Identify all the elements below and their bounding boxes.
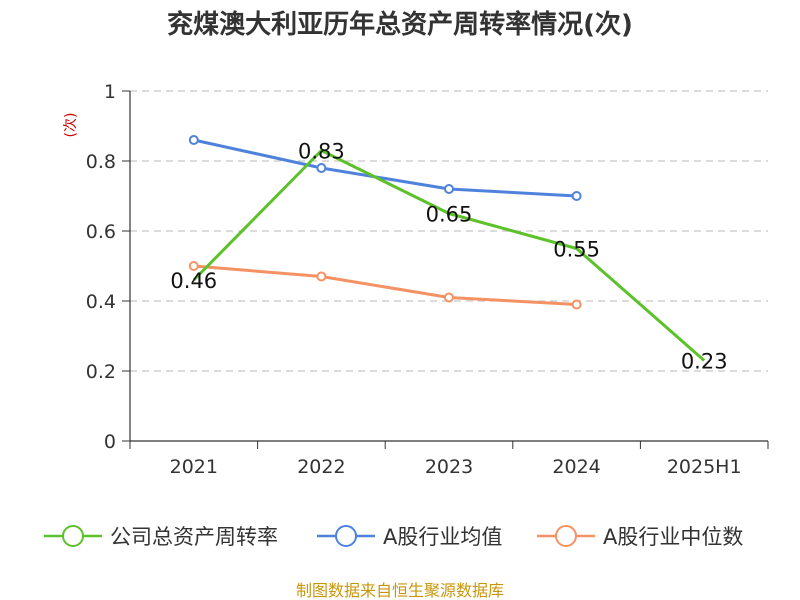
grid xyxy=(130,90,768,372)
chart-title: 兖煤澳大利亚历年总资产周转率情况(次) xyxy=(167,9,633,40)
series-1 xyxy=(188,135,582,201)
x-tick-label: 2025H1 xyxy=(667,456,742,478)
y-tick-label: 0 xyxy=(104,431,116,453)
series-0 xyxy=(192,149,706,362)
data-label: 0.55 xyxy=(553,238,600,262)
series-line xyxy=(193,138,577,198)
series-line xyxy=(193,264,577,306)
data-point xyxy=(188,135,199,145)
y-tick-label: 0.2 xyxy=(86,361,116,383)
data-point xyxy=(571,299,582,310)
legend-marker xyxy=(62,525,84,547)
legend-item: 公司总资产周转率 xyxy=(44,525,278,549)
source-note: 制图数据来自恒生聚源数据库 xyxy=(296,581,504,600)
y-tick-label: 1 xyxy=(104,81,116,103)
data-point xyxy=(316,163,327,173)
y-tick-label: 0.4 xyxy=(86,291,116,313)
axes: 0 0.2 0.4 0.6 0.8 1 2021 2022 2023 2024 2025H1 xyxy=(86,81,769,478)
x-tick-label: 2023 xyxy=(425,456,473,478)
legend-item: A股行业中位数 xyxy=(537,525,743,549)
x-tick-label: 2021 xyxy=(170,456,218,478)
data-label: 0.83 xyxy=(298,140,345,164)
series-2 xyxy=(188,261,582,310)
x-tick-label: 2022 xyxy=(297,456,345,478)
y-axis-label: (次) xyxy=(63,113,79,138)
legend-label: A股行业均值 xyxy=(383,525,502,549)
y-tick-label: 0.8 xyxy=(86,151,116,173)
data-label: 0.65 xyxy=(426,203,473,227)
data-label: 0.46 xyxy=(170,269,217,293)
data-point xyxy=(444,184,454,194)
data-point xyxy=(571,191,582,201)
data-point xyxy=(444,292,454,303)
x-tick-label: 2024 xyxy=(552,456,600,478)
legend-marker xyxy=(555,525,577,547)
series-layer: 0.46 0.83 0.65 0.55 0.23 xyxy=(170,135,728,374)
legend-label: 公司总资产周转率 xyxy=(110,525,278,549)
legend-label: A股行业中位数 xyxy=(603,525,743,549)
legend: 公司总资产周转率 A股行业均值 A股行业中位数 xyxy=(44,525,743,549)
legend-item: A股行业均值 xyxy=(317,525,502,549)
data-label: 0.23 xyxy=(681,350,728,374)
series-line xyxy=(192,149,706,362)
data-point xyxy=(316,271,327,282)
y-tick-label: 0.6 xyxy=(86,221,116,243)
data-point xyxy=(188,261,199,271)
legend-marker xyxy=(335,525,357,547)
